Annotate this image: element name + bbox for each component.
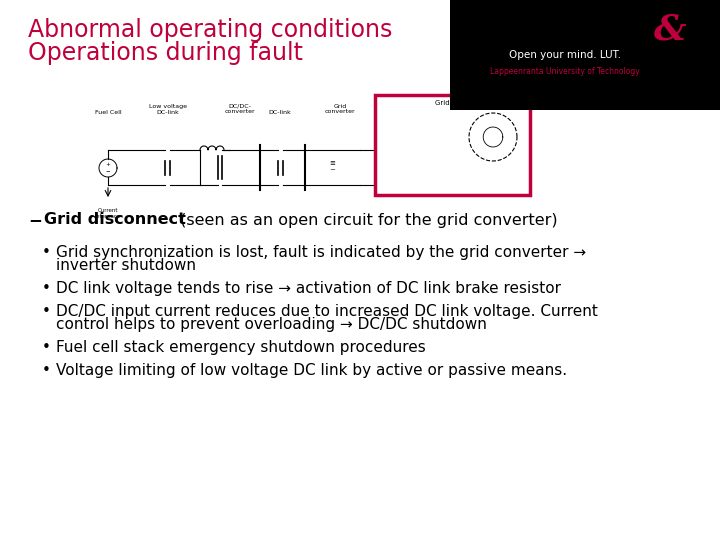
Text: Fuel cell stack emergency shutdown procedures: Fuel cell stack emergency shutdown proce… — [56, 340, 426, 355]
Text: Current
reference: Current reference — [95, 208, 121, 219]
Text: control helps to prevent overloading → DC/DC shutdown: control helps to prevent overloading → D… — [56, 317, 487, 332]
Text: &: & — [654, 13, 686, 47]
Text: Voltage limiting of low voltage DC link by active or passive means.: Voltage limiting of low voltage DC link … — [56, 363, 567, 378]
Text: DC-link: DC-link — [269, 110, 292, 115]
Bar — [450, 0, 720, 110]
Text: Grid synchronization is lost, fault is indicated by the grid converter →: Grid synchronization is lost, fault is i… — [56, 245, 586, 260]
Text: •: • — [42, 281, 51, 296]
Text: •: • — [42, 304, 51, 319]
Text: Fuel Cell: Fuel Cell — [95, 110, 121, 115]
Text: −: − — [106, 168, 110, 173]
Bar — [375, 95, 530, 195]
Text: Lappeenranta University of Technology: Lappeenranta University of Technology — [490, 68, 640, 77]
Text: ≡
~: ≡ ~ — [329, 160, 335, 173]
Text: DC/DC-: DC/DC- — [228, 104, 251, 109]
Text: converter: converter — [225, 109, 256, 114]
Text: Grid disconnect: Grid disconnect — [44, 213, 186, 227]
Text: +: + — [106, 163, 110, 167]
Text: inverter shutdown: inverter shutdown — [56, 258, 196, 273]
Text: •: • — [42, 245, 51, 260]
Text: Grid: Grid — [333, 104, 346, 109]
Text: DC/DC input current reduces due to increased DC link voltage. Current: DC/DC input current reduces due to incre… — [56, 304, 598, 319]
Text: (seen as an open circuit for the grid converter): (seen as an open circuit for the grid co… — [175, 213, 557, 227]
Text: Grid Filter: Grid Filter — [436, 100, 469, 106]
Text: DC link voltage tends to rise → activation of DC link brake resistor: DC link voltage tends to rise → activati… — [56, 281, 561, 296]
Text: Abnormal operating conditions: Abnormal operating conditions — [28, 18, 392, 42]
Text: converter: converter — [325, 109, 355, 114]
Text: •: • — [42, 363, 51, 378]
Text: Open your mind. LUT.: Open your mind. LUT. — [509, 50, 621, 60]
Text: −: − — [28, 211, 42, 229]
Text: Operations during fault: Operations during fault — [28, 41, 303, 65]
Text: Low voltage
DC-link: Low voltage DC-link — [149, 104, 187, 115]
Text: •: • — [42, 340, 51, 355]
